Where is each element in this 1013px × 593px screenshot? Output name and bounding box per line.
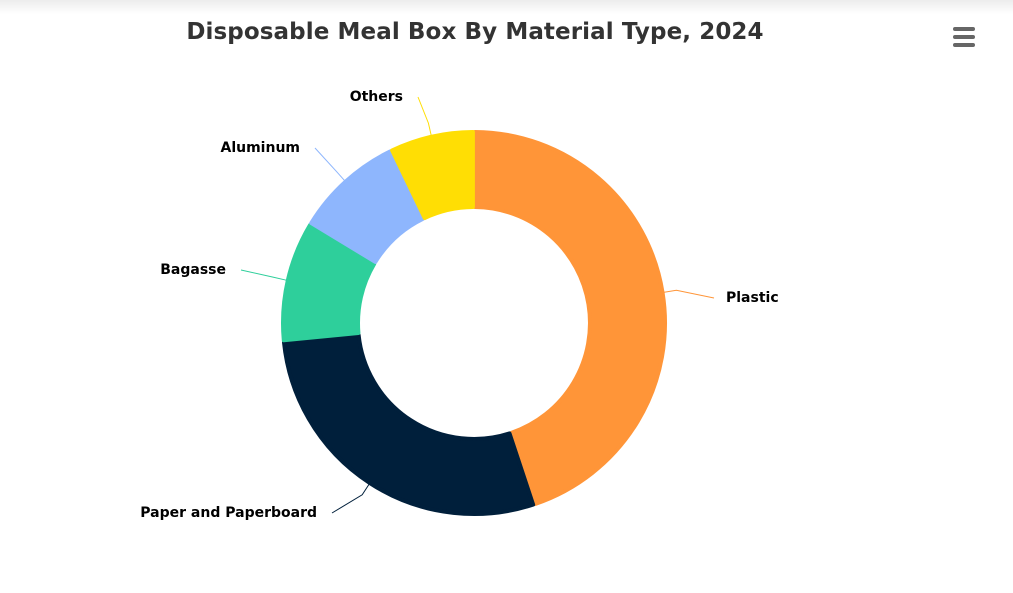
chart-menu-button[interactable]	[946, 22, 982, 52]
slice-label-bagasse: Bagasse	[160, 262, 226, 278]
connector-paper-and-paperboard	[331, 483, 370, 514]
connector-others	[417, 96, 432, 136]
connector-bagasse	[240, 269, 287, 281]
connector-plastic	[663, 289, 715, 299]
slice-bagasse[interactable]	[281, 222, 377, 343]
slice-label-aluminum: Aluminum	[220, 140, 300, 156]
connector-aluminum	[314, 147, 346, 182]
slice-label-others: Others	[350, 89, 403, 105]
slice-plastic[interactable]	[473, 130, 667, 506]
slice-paper-and-paperboard[interactable]	[281, 333, 536, 516]
top-shade	[0, 0, 1013, 14]
slice-aluminum[interactable]	[309, 149, 425, 264]
slice-label-paper-and-paperboard: Paper and Paperboard	[140, 505, 317, 521]
chart-title: Disposable Meal Box By Material Type, 20…	[186, 19, 764, 45]
slice-label-plastic: Plastic	[726, 290, 779, 306]
slice-others[interactable]	[390, 130, 475, 221]
